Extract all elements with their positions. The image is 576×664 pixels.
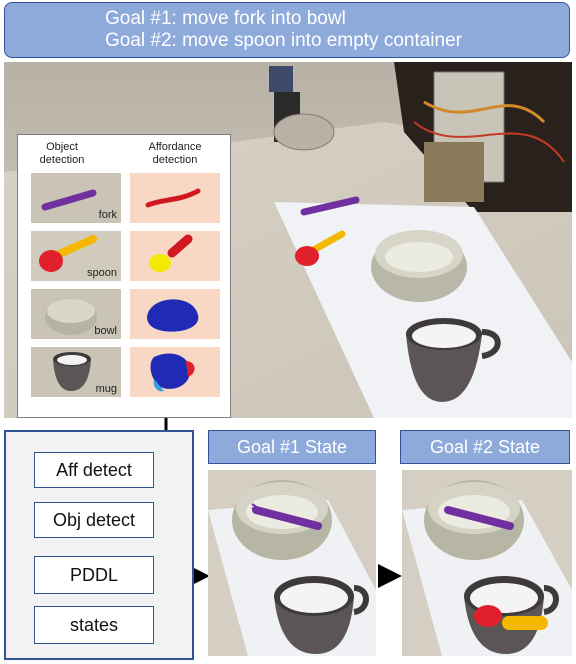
goals-banner: Goal #1: move fork into bowl Goal #2: mo…: [4, 2, 570, 58]
goal-1-text: Goal #1: move fork into bowl: [105, 8, 346, 29]
affordance-detection-header: Affordance detection: [148, 141, 202, 166]
affordance-tile-fork: [130, 173, 220, 223]
spoon-affordance-shape: [149, 234, 193, 272]
bowl-shape: [45, 299, 97, 335]
object-label-spoon: spoon: [87, 267, 117, 279]
spoon-shape: [39, 235, 97, 272]
affordance-tile-spoon: [130, 231, 220, 281]
goal-1-state-label: Goal #1 State: [208, 430, 376, 464]
object-label-bowl: bowl: [94, 325, 117, 337]
object-tile-fork: fork: [31, 173, 121, 223]
obj-detect-box: Obj detect: [34, 502, 154, 538]
detection-inset: Object detection Affordance detection fo…: [17, 134, 231, 418]
states-box: states: [34, 606, 154, 644]
mug-affordance-shape: [150, 353, 195, 392]
aff-detect-box: Aff detect: [34, 452, 154, 488]
goal-2-state-photo: [402, 470, 572, 656]
object-label-mug: mug: [95, 383, 117, 395]
object-tile-spoon: spoon: [31, 231, 121, 281]
object-label-fork: fork: [98, 209, 117, 221]
affordance-tile-mug: [130, 347, 220, 397]
affordance-tile-bowl: [130, 289, 220, 339]
goal-2-text: Goal #2: move spoon into empty container: [105, 30, 462, 51]
goal-1-state-photo: [208, 470, 376, 656]
mug-shape: [53, 352, 91, 391]
fork-affordance-shape: [145, 188, 201, 208]
bowl-affordance-shape: [147, 299, 199, 332]
fork-shape: [41, 189, 97, 211]
goal-2-state-label: Goal #2 State: [400, 430, 570, 464]
object-tile-mug: mug: [31, 347, 121, 397]
object-detection-header: Object detection: [39, 141, 85, 166]
pddl-box: PDDL: [34, 556, 154, 594]
object-tile-bowl: bowl: [31, 289, 121, 339]
